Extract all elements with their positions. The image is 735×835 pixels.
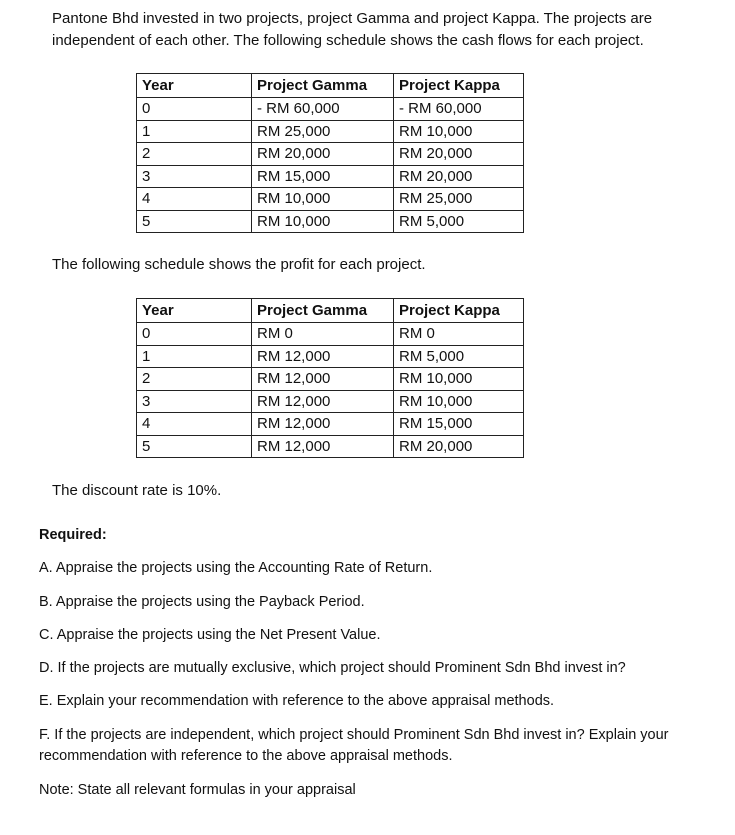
table-cell: RM 12,000 [251, 389, 394, 413]
table-row: 0- RM 60,000- RM 60,000 [136, 97, 524, 121]
table-cell: 1 [136, 119, 252, 143]
table-row: 1 RM 12,000 RM 5,000 [136, 344, 524, 368]
table-cell: 0 [136, 97, 252, 121]
column-header: Year [136, 73, 252, 98]
column-header: Year [136, 298, 252, 323]
table-row: 4 RM 12,000 RM 15,000 [136, 412, 524, 436]
question-e: E. Explain your recommendation with refe… [39, 693, 555, 709]
discount-rate: The discount rate is 10%. [52, 482, 222, 499]
table-row: 1 RM 25,000 RM 10,000 [136, 119, 524, 143]
table-row: 5 RM 12,000 RM 20,000 [136, 434, 524, 458]
table-cell: RM 20,000 [393, 434, 524, 458]
table-cell: RM 10,000 [251, 187, 394, 211]
column-header: Project Gamma [251, 298, 394, 323]
table-row: 3 RM 15,000 RM 20,000 [136, 164, 524, 188]
table-cell: RM 5,000 [393, 344, 524, 368]
note: Note: State all relevant formulas in you… [39, 782, 356, 798]
column-header: Project Kappa [393, 73, 524, 98]
cash-flow-table: Year Project Gamma Project Kappa 0- RM 60,0… [136, 73, 524, 233]
table-cell: RM 0 [251, 322, 394, 346]
table-cell: 3 [136, 389, 252, 413]
column-header: Project Kappa [393, 298, 524, 323]
table-row: 3 RM 12,000 RM 10,000 [136, 389, 524, 413]
table-row: 0 RM 0 RM 0 [136, 322, 524, 346]
intro-paragraph: Pantone Bhd invested in two projects, pr… [52, 10, 653, 49]
table-cell: 5 [136, 209, 252, 233]
table-cell: RM 25,000 [251, 119, 394, 143]
table-cell: RM 12,000 [251, 412, 394, 436]
question-a: A. Appraise the projects using the Accou… [39, 560, 433, 576]
column-header: Project Gamma [251, 73, 394, 98]
table-cell: 2 [136, 142, 252, 166]
table-cell: RM 10,000 [393, 389, 524, 413]
question-f: F. If the projects are independent, whic… [39, 727, 669, 743]
table-cell: 1 [136, 344, 252, 368]
table-cell: 4 [136, 187, 252, 211]
table-cell: RM 12,000 [251, 344, 394, 368]
table-row: 5 RM 10,000 RM 5,000 [136, 209, 524, 233]
required-heading: Required: [39, 527, 107, 543]
table-cell: - RM 60,000 [251, 97, 394, 121]
table-cell: RM 5,000 [393, 209, 524, 233]
table-cell: RM 0 [393, 322, 524, 346]
table-cell: 5 [136, 434, 252, 458]
table-row: 2 RM 20,000 RM 20,000 [136, 142, 524, 166]
table-cell: 0 [136, 322, 252, 346]
table-cell: RM 12,000 [251, 367, 394, 391]
header-row: Year Project Gamma Project Kappa [136, 73, 524, 98]
table-cell: 4 [136, 412, 252, 436]
header-row: Year Project Gamma Project Kappa [136, 298, 524, 323]
question-c: C. Appraise the projects using the Net P… [39, 627, 381, 643]
table-row: 4 RM 10,000 RM 25,000 [136, 187, 524, 211]
question-f-cont: recommendation with reference to the abo… [39, 748, 453, 764]
table-cell: RM 15,000 [393, 412, 524, 436]
question-b: B. Appraise the projects using the Payba… [39, 594, 365, 610]
question-d: D. If the projects are mutually exclusiv… [39, 660, 626, 676]
table-row: 2 RM 12,000 RM 10,000 [136, 367, 524, 391]
profit-intro: The following schedule shows the profit … [52, 256, 426, 273]
table-cell: RM 10,000 [393, 367, 524, 391]
table-cell: RM 20,000 [393, 142, 524, 166]
table-cell: 3 [136, 164, 252, 188]
table-cell: 2 [136, 367, 252, 391]
table-cell: RM 25,000 [393, 187, 524, 211]
table-cell: RM 12,000 [251, 434, 394, 458]
table-cell: RM 10,000 [251, 209, 394, 233]
table-cell: RM 10,000 [393, 119, 524, 143]
table-cell: RM 20,000 [393, 164, 524, 188]
table-cell: - RM 60,000 [393, 97, 524, 121]
table-cell: RM 15,000 [251, 164, 394, 188]
table-cell: RM 20,000 [251, 142, 394, 166]
